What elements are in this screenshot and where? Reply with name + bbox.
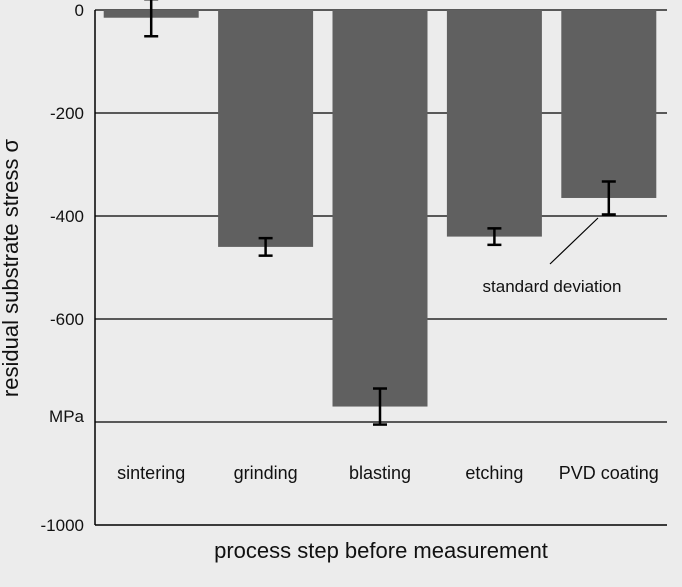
error-bar	[258, 236, 273, 257]
error-bars	[144, 0, 616, 426]
y-unit-label: MPa	[49, 407, 85, 426]
y-tick-labels: 0 -200 -400 -600 -1000	[41, 1, 84, 535]
bar-blasting	[332, 10, 428, 407]
y-axis-title: residual substrate stress σ	[0, 139, 23, 398]
bars	[103, 10, 657, 407]
error-bar	[144, 0, 159, 38]
y-tick-label: -400	[50, 207, 84, 226]
annotation-leader-line	[549, 217, 599, 265]
category-label: PVD coating	[559, 463, 659, 483]
bar-etching	[446, 10, 542, 237]
error-bar	[373, 387, 387, 426]
category-label: etching	[465, 463, 523, 483]
category-label: sintering	[117, 463, 185, 483]
y-tick-label: -600	[50, 310, 84, 329]
category-label: blasting	[349, 463, 411, 483]
category-label: grinding	[234, 463, 298, 483]
y-tick-label: -1000	[41, 516, 84, 535]
error-bar	[601, 180, 616, 216]
bar-grinding	[218, 10, 314, 247]
y-tick-label: 0	[75, 1, 84, 20]
annotation-standard-deviation: standard deviation	[483, 277, 622, 296]
bar-pvd-coating	[561, 10, 657, 198]
y-tick-label: -200	[50, 104, 84, 123]
category-labels: sintering grinding blasting etching PVD coat…	[117, 463, 659, 483]
error-bar	[487, 227, 502, 247]
x-axis-title: process step before measurement	[214, 538, 548, 563]
